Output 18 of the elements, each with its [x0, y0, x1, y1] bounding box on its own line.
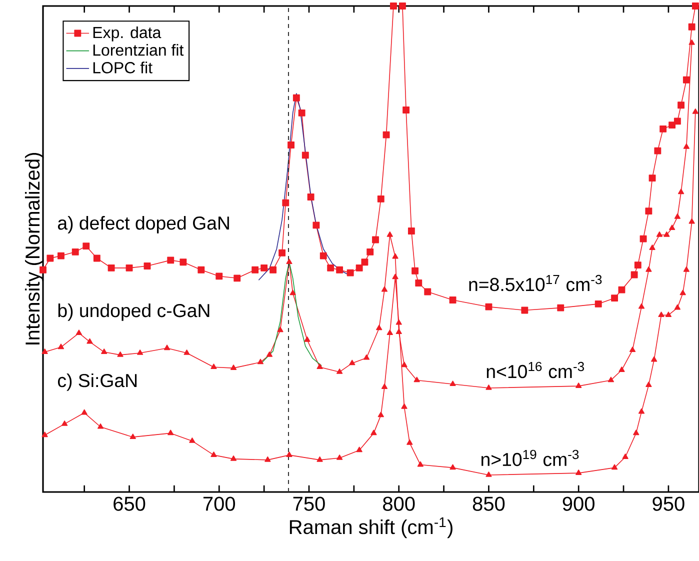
annotation: n<10$^{16}$ cm$^{-3}$ — [486, 362, 584, 378]
x-tick-label: 750 — [293, 496, 325, 511]
x-axis-title: Raman shift (cm$^{-1}$) — [290, 517, 452, 538]
x-tick-label: 650 — [114, 496, 146, 511]
annotation: a) defect doped GaN — [58, 216, 229, 234]
x-tick-label: 850 — [472, 496, 505, 511]
legend-label: Exp. data — [93, 26, 162, 42]
x-tick-label: 950 — [652, 496, 684, 511]
annotation: b) undoped c-GaN — [58, 303, 210, 321]
annotation: n>10$^{19}$ cm$^{-3}$ — [482, 450, 579, 466]
annotation: n=8.5x10$^{17}$ cm$^{-3}$ — [469, 274, 602, 292]
legend-label: LOPC fit — [93, 62, 152, 74]
annotation: c) Si:GaN — [58, 373, 137, 391]
x-tick-label: 700 — [203, 496, 236, 511]
y-axis-title: Intensity (Normalized) — [24, 153, 44, 344]
legend-label: Lorentzian fit — [93, 44, 184, 56]
x-tick-label: 800 — [383, 496, 415, 511]
x-tick-label: 900 — [562, 496, 594, 511]
